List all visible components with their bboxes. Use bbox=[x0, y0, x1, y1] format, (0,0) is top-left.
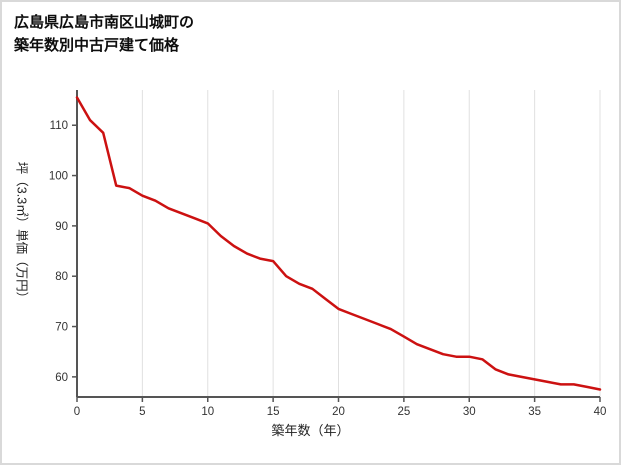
x-tick-label: 5 bbox=[139, 406, 145, 418]
price-line bbox=[75, 96, 602, 391]
chart-title-line2: 築年数別中古戸建て価格 bbox=[14, 37, 180, 55]
x-tick-label: 25 bbox=[397, 406, 410, 418]
y-tick-label: 70 bbox=[55, 322, 68, 334]
x-tick-label: 20 bbox=[332, 406, 345, 418]
chart-title: 広島県広島市南区山城町の 築年数別中古戸建て価格 bbox=[14, 11, 194, 58]
y-tick-label: 80 bbox=[55, 271, 68, 283]
x-tick-label: 0 bbox=[74, 406, 80, 418]
y-tick-label: 100 bbox=[49, 171, 68, 183]
y-tick-label: 110 bbox=[50, 120, 68, 132]
y-tick-label: 60 bbox=[55, 372, 68, 384]
x-tick-label: 30 bbox=[463, 406, 476, 418]
y-tick-label: 90 bbox=[55, 221, 68, 233]
x-axis-label: 築年数（年） bbox=[271, 423, 350, 438]
x-tick-label: 10 bbox=[201, 406, 214, 418]
x-tick-label: 15 bbox=[267, 406, 280, 418]
chart-title-line1: 広島県広島市南区山城町の bbox=[14, 14, 195, 31]
x-tick-label: 35 bbox=[528, 406, 541, 418]
x-tick-label: 40 bbox=[594, 406, 607, 418]
